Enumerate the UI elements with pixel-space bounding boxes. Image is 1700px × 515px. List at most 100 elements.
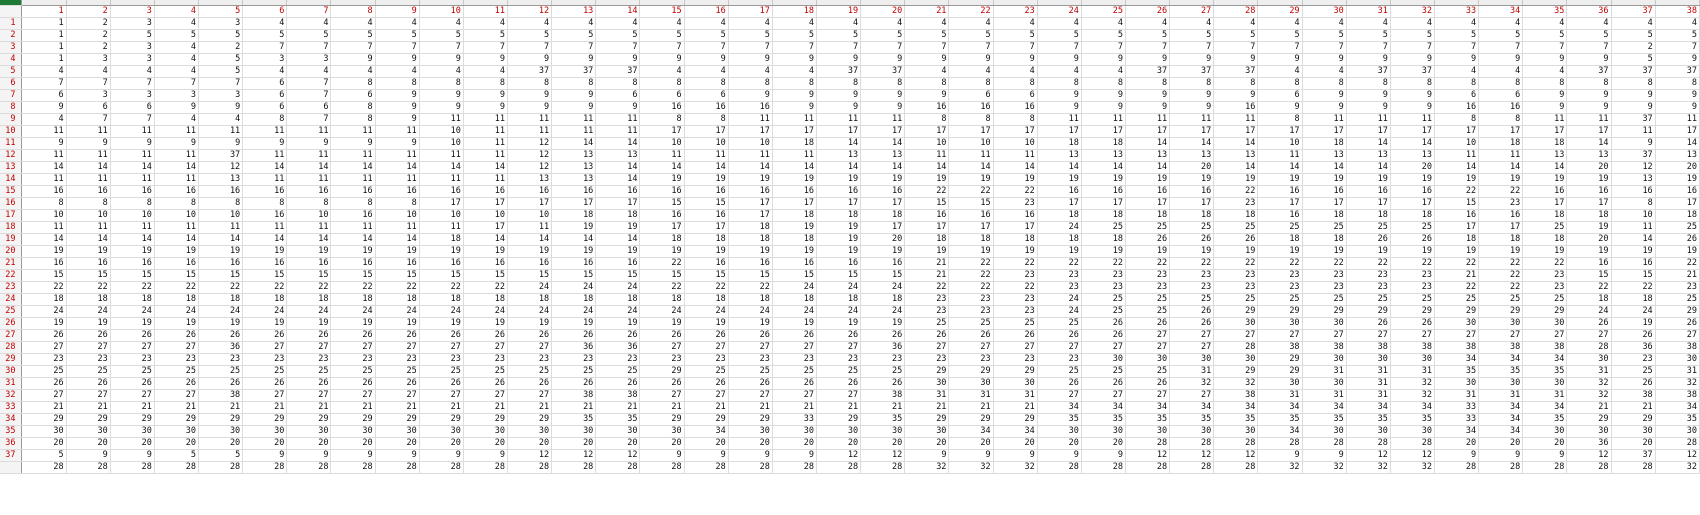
grid-cell[interactable]: 28 <box>1346 437 1391 450</box>
grid-cell[interactable]: 3 <box>66 89 111 102</box>
grid-cell[interactable]: 30 <box>1434 317 1480 330</box>
grid-cell[interactable]: 9 <box>1522 449 1568 462</box>
grid-cell[interactable]: 23 <box>684 353 729 366</box>
grid-cell[interactable]: 18 <box>772 209 818 222</box>
header-cell[interactable]: 37 <box>1611 5 1656 18</box>
grid-cell[interactable]: 25 <box>1346 221 1391 234</box>
grid-cell[interactable]: 22 <box>1478 281 1524 294</box>
grid-cell[interactable]: 16 <box>154 257 200 270</box>
column-header[interactable] <box>993 0 1038 6</box>
grid-cell[interactable]: 14 <box>198 233 244 246</box>
grid-cell[interactable]: 9 <box>286 449 332 462</box>
grid-cell[interactable]: 9 <box>1611 101 1656 114</box>
grid-cell[interactable]: 23 <box>154 353 200 366</box>
grid-cell[interactable]: 16 <box>1655 185 1700 198</box>
grid-cell[interactable]: 21 <box>419 401 464 414</box>
grid-cell[interactable]: 23 <box>1037 281 1082 294</box>
grid-cell[interactable]: 8 <box>595 77 641 90</box>
grid-cell[interactable]: 38 <box>1257 341 1303 354</box>
grid-cell[interactable]: 9 <box>684 449 729 462</box>
grid-cell[interactable]: 35 <box>1081 413 1127 426</box>
grid-cell[interactable]: 29 <box>1566 413 1612 426</box>
grid-cell[interactable]: 15 <box>1434 197 1480 210</box>
grid-cell[interactable]: 30 <box>1213 317 1259 330</box>
grid-cell[interactable]: 8 <box>375 197 420 210</box>
grid-cell[interactable]: 24 <box>728 305 773 318</box>
grid-cell[interactable]: 4 <box>154 53 200 66</box>
grid-cell[interactable]: 5 <box>330 29 376 42</box>
grid-cell[interactable]: 23 <box>463 353 509 366</box>
grid-cell[interactable]: 36 <box>595 341 641 354</box>
grid-cell[interactable]: 15 <box>639 269 685 282</box>
grid-cell[interactable]: 19 <box>904 245 950 258</box>
grid-cell[interactable]: 28 <box>860 461 906 474</box>
grid-cell[interactable]: 31 <box>1302 365 1347 378</box>
header-cell[interactable]: 32 <box>1390 5 1435 18</box>
grid-cell[interactable]: 13 <box>1611 173 1656 186</box>
grid-cell[interactable]: 5 <box>1346 29 1391 42</box>
grid-cell[interactable]: 18 <box>1522 209 1568 222</box>
grid-cell[interactable]: 3 <box>198 17 244 30</box>
grid-cell[interactable]: 6 <box>1434 89 1480 102</box>
grid-cell[interactable]: 26 <box>419 329 464 342</box>
grid-cell[interactable]: 17 <box>1169 197 1215 210</box>
grid-cell[interactable]: 11 <box>110 149 155 162</box>
grid-cell[interactable]: 16 <box>639 209 685 222</box>
grid-cell[interactable]: 28 <box>375 461 420 474</box>
grid-cell[interactable]: 11 <box>21 173 67 186</box>
grid-cell[interactable]: 14 <box>860 161 906 174</box>
grid-cell[interactable]: 9 <box>772 101 818 114</box>
grid-cell[interactable]: 11 <box>286 149 332 162</box>
grid-cell[interactable]: 29 <box>507 413 553 426</box>
grid-cell[interactable]: 12 <box>1611 161 1656 174</box>
grid-cell[interactable]: 19 <box>816 233 862 246</box>
grid-cell[interactable]: 30 <box>993 377 1038 390</box>
grid-cell[interactable]: 15 <box>728 269 773 282</box>
grid-cell[interactable]: 21 <box>375 401 420 414</box>
grid-cell[interactable]: 18 <box>330 293 376 306</box>
grid-cell[interactable]: 36 <box>198 341 244 354</box>
grid-cell[interactable]: 36 <box>1611 341 1656 354</box>
grid-cell[interactable]: 37 <box>1566 65 1612 78</box>
grid-cell[interactable]: 17 <box>1434 221 1480 234</box>
grid-cell[interactable]: 9 <box>1169 101 1215 114</box>
grid-cell[interactable]: 29 <box>242 413 288 426</box>
grid-cell[interactable]: 25 <box>198 365 244 378</box>
grid-cell[interactable]: 10 <box>1257 137 1303 150</box>
grid-cell[interactable]: 23 <box>110 353 155 366</box>
grid-cell[interactable]: 18 <box>1522 233 1568 246</box>
column-header[interactable] <box>375 0 420 6</box>
grid-cell[interactable]: 4 <box>860 17 906 30</box>
grid-cell[interactable]: 31 <box>1257 389 1303 402</box>
grid-cell[interactable]: 8 <box>1478 113 1524 126</box>
grid-cell[interactable]: 21 <box>110 401 155 414</box>
grid-cell[interactable]: 25 <box>1169 293 1215 306</box>
grid-cell[interactable]: 17 <box>1081 197 1127 210</box>
grid-cell[interactable]: 5 <box>816 29 862 42</box>
grid-cell[interactable]: 9 <box>904 53 950 66</box>
grid-cell[interactable]: 17 <box>1302 197 1347 210</box>
grid-cell[interactable]: 23 <box>375 353 420 366</box>
grid-cell[interactable]: 7 <box>110 77 155 90</box>
grid-cell[interactable]: 26 <box>551 377 597 390</box>
column-header[interactable] <box>330 0 376 6</box>
grid-cell[interactable]: 4 <box>375 17 420 30</box>
grid-cell[interactable]: 4 <box>419 65 464 78</box>
grid-cell[interactable]: 9 <box>1169 89 1215 102</box>
grid-cell[interactable]: 9 <box>21 137 67 150</box>
grid-cell[interactable]: 25 <box>463 365 509 378</box>
grid-cell[interactable]: 16 <box>286 185 332 198</box>
column-header[interactable] <box>1037 0 1082 6</box>
grid-cell[interactable]: 19 <box>595 221 641 234</box>
grid-cell[interactable]: 5 <box>1611 53 1656 66</box>
grid-cell[interactable]: 19 <box>1434 173 1480 186</box>
grid-cell[interactable]: 3 <box>198 89 244 102</box>
grid-cell[interactable]: 22 <box>330 281 376 294</box>
grid-cell[interactable]: 25 <box>1213 221 1259 234</box>
grid-cell[interactable]: 17 <box>1346 197 1391 210</box>
grid-cell[interactable]: 16 <box>728 185 773 198</box>
grid-cell[interactable]: 10 <box>419 125 464 138</box>
grid-cell[interactable]: 8 <box>242 197 288 210</box>
grid-cell[interactable]: 25 <box>21 365 67 378</box>
grid-cell[interactable]: 27 <box>507 389 553 402</box>
